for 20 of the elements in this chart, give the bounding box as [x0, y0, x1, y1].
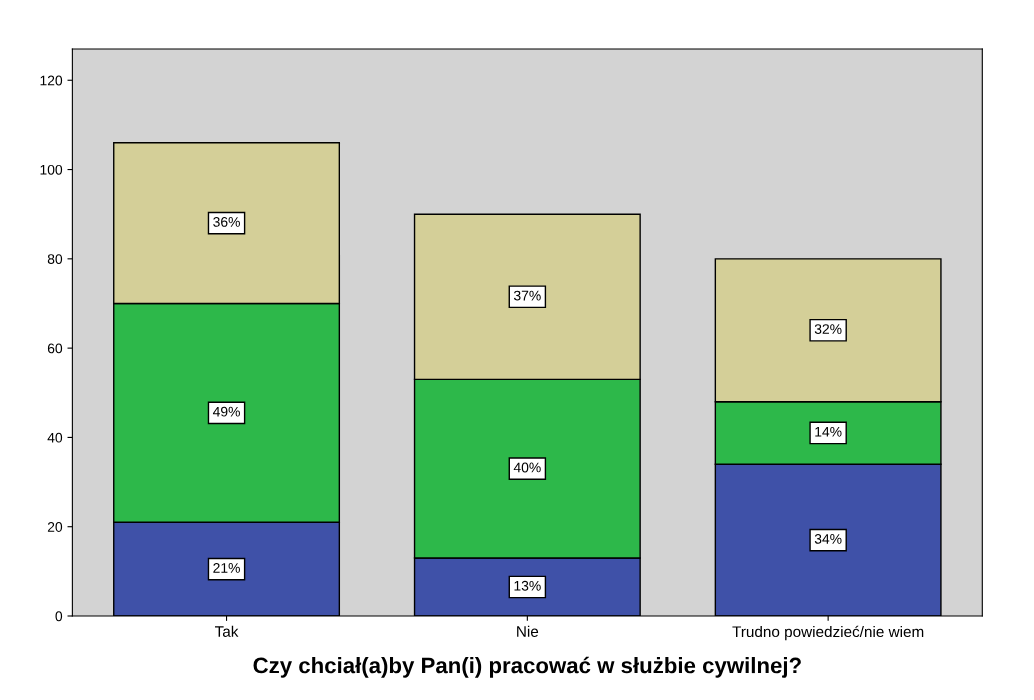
y-tick-label: 120 — [40, 75, 63, 86]
y-tick-label: 100 — [40, 164, 63, 175]
y-tick-label: 20 — [47, 522, 63, 532]
data-label: 34% — [814, 534, 842, 544]
x-axis-title: Czy chciał(a)by Pan(i) pracować w służbie cywilnej? — [253, 656, 801, 678]
data-label: 14% — [815, 426, 842, 437]
data-label: 13% — [514, 580, 541, 591]
y-tick-label: 60 — [47, 343, 63, 354]
data-label: 32% — [814, 324, 842, 334]
data-label: 40% — [513, 462, 541, 473]
data-label: 21% — [213, 563, 240, 573]
y-tick-label: 40 — [47, 432, 63, 443]
y-tick-label: 0 — [55, 611, 63, 622]
data-label: 37% — [513, 290, 541, 301]
data-label: 36% — [213, 217, 240, 227]
data-label: 49% — [212, 406, 240, 417]
x-tick-label: Tak — [215, 625, 239, 637]
x-tick-label: Trudno powiedzieć/nie wiem — [732, 625, 924, 641]
y-tick-label: 80 — [47, 254, 63, 264]
x-tick-label: Nie — [517, 625, 539, 637]
